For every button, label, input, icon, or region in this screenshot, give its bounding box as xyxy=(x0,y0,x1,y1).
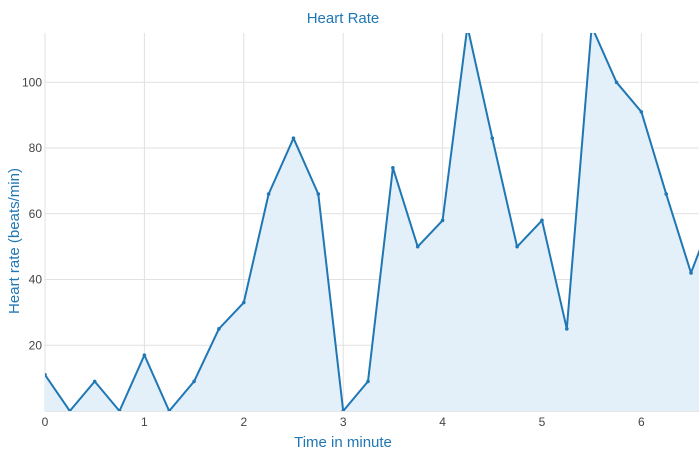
chart-title: Heart Rate xyxy=(307,10,380,27)
data-point xyxy=(341,409,345,411)
y-axis-title: Heart rate (beats/min) xyxy=(6,168,23,314)
x-tick-labels: 0 1 2 3 4 5 6 xyxy=(42,415,645,429)
y-tick-label: 40 xyxy=(29,273,43,287)
data-point xyxy=(68,409,72,411)
data-point xyxy=(590,25,594,29)
data-point xyxy=(490,136,495,140)
data-point xyxy=(540,218,544,223)
data-point xyxy=(515,244,519,249)
y-tick-label: 80 xyxy=(29,141,43,155)
x-tick-label: 3 xyxy=(340,415,347,429)
data-point xyxy=(142,353,147,357)
x-axis-title: Time in minute xyxy=(294,434,392,451)
data-point xyxy=(92,379,97,384)
data-point xyxy=(391,165,395,170)
x-tick-label: 5 xyxy=(539,415,546,429)
data-point xyxy=(565,327,569,331)
x-tick-label: 6 xyxy=(638,415,645,429)
data-point xyxy=(167,409,172,411)
data-point xyxy=(241,300,246,305)
x-tick-label: 2 xyxy=(240,415,247,429)
data-point xyxy=(117,409,122,411)
data-point xyxy=(366,379,370,384)
y-tick-labels: 20 40 60 80 100 xyxy=(22,75,42,352)
data-point xyxy=(291,136,296,140)
data-point xyxy=(316,192,321,196)
data-point xyxy=(440,218,445,223)
data-point xyxy=(689,271,693,275)
x-tick-label: 1 xyxy=(141,415,148,429)
y-tick-label: 100 xyxy=(22,75,42,89)
data-points xyxy=(45,25,693,411)
data-point xyxy=(415,244,420,249)
x-tick-label: 0 xyxy=(42,415,49,429)
data-point xyxy=(192,379,196,384)
data-point xyxy=(266,192,271,196)
y-tick-label: 20 xyxy=(29,338,43,352)
data-point xyxy=(664,192,669,196)
data-point xyxy=(639,110,644,114)
area-fill xyxy=(45,33,699,411)
data-point xyxy=(45,373,47,377)
data-point xyxy=(466,25,470,29)
series-line xyxy=(45,33,699,411)
x-tick-label: 4 xyxy=(439,415,446,429)
data-point xyxy=(217,327,221,331)
data-point xyxy=(614,80,619,85)
y-tick-label: 60 xyxy=(29,207,43,221)
